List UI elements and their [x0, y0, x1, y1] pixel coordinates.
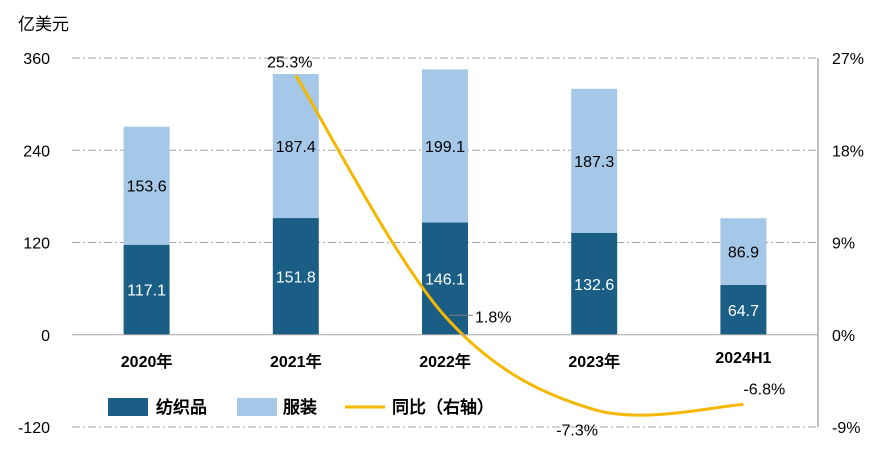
y-left-tick-label: -120: [18, 420, 50, 437]
bar-apparel: [720, 218, 767, 286]
bar-label-apparel: 86.9: [728, 245, 759, 262]
bar-apparel: [422, 69, 468, 223]
bar-label-apparel: 187.3: [574, 154, 614, 171]
bar-label-textile: 151.8: [276, 269, 316, 286]
bar-label-textile: 117.1: [127, 283, 166, 300]
yoy-label: -7.3%: [556, 423, 598, 440]
bar-textile: [123, 244, 170, 335]
y-right-tick-label: 27%: [832, 51, 864, 68]
x-category-label: 2022年: [419, 352, 471, 371]
y-left-tick-label: 240: [23, 143, 50, 160]
legend-label-textile: 纺织品: [156, 397, 207, 418]
bar-label-apparel: 187.4: [276, 139, 316, 156]
bar-label-textile: 64.7: [728, 303, 759, 320]
yoy-label: -6.8%: [743, 381, 785, 398]
y-right-tick-label: -9%: [832, 420, 860, 437]
bar-label-apparel: 199.1: [425, 139, 465, 156]
bar-textile: [571, 232, 618, 335]
yoy-label: 1.8%: [475, 309, 511, 326]
y-left-tick-label: 120: [23, 236, 50, 253]
yoy-label: 25.3%: [267, 54, 312, 71]
legend: 纺织品 服装 同比（右轴）: [108, 397, 494, 418]
x-category-label: 2023年: [568, 352, 620, 371]
data-labels: 117.1 153.6 151.8 187.4 146.1 199.1 132.6 187.3…: [127, 54, 786, 439]
bar-textile: [720, 285, 767, 335]
y-right-tick-label: 18%: [832, 143, 864, 160]
x-category-label: 2024H1: [715, 350, 771, 367]
legend-swatch-textile: [108, 398, 148, 416]
bar-label-apparel: 153.6: [127, 179, 167, 196]
x-category-label: 2021年: [270, 352, 322, 371]
bar-apparel: [272, 73, 319, 219]
y-right-tick-label: 0%: [832, 328, 855, 345]
bar-apparel: [571, 88, 618, 233]
y-left-tick-label: 360: [23, 51, 50, 68]
bars: [123, 69, 767, 335]
axes: -120 -9% 0 0% 120 9% 240 18% 360 27% 2020年 2021年 202…: [18, 51, 864, 437]
legend-label-yoy: 同比（右轴）: [392, 397, 494, 418]
bar-apparel: [123, 126, 170, 245]
x-category-label: 2020年: [121, 352, 173, 371]
bar-label-textile: 146.1: [425, 272, 465, 289]
y-right-tick-label: 9%: [832, 236, 855, 253]
bar-textile: [272, 218, 319, 335]
legend-label-apparel: 服装: [283, 397, 317, 418]
y-left-unit-label: 亿美元: [18, 15, 69, 35]
yoy-line-path: [294, 74, 744, 417]
y-left-tick-label: 0: [41, 328, 50, 345]
yoy-line: [294, 74, 744, 417]
bar-label-textile: 132.6: [574, 277, 614, 294]
legend-swatch-apparel: [237, 398, 277, 416]
